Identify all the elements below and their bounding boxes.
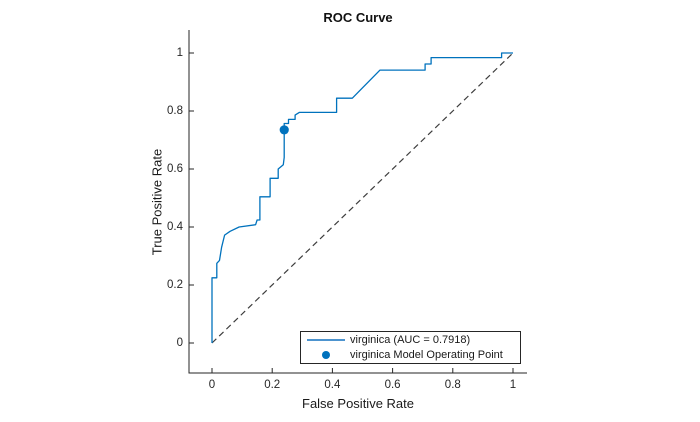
roc-curve-line bbox=[211, 52, 513, 343]
legend-item-operating-point: virginica Model Operating Point bbox=[307, 348, 520, 363]
chart-title: ROC Curve bbox=[323, 10, 393, 25]
x-tick-label: 0.8 bbox=[444, 379, 461, 391]
legend-box: virginica (AUC = 0.7918) virginica Model… bbox=[300, 331, 521, 364]
y-axis-label: True Positive Rate bbox=[149, 148, 165, 256]
y-tick-label: 0.6 bbox=[167, 163, 183, 175]
operating-point-marker bbox=[279, 125, 289, 135]
dot-swatch-icon bbox=[322, 351, 330, 359]
roc-curve-line-swatch bbox=[307, 339, 345, 341]
operating-point-dot-swatch bbox=[307, 351, 345, 359]
legend-label-roc-curve: virginica (AUC = 0.7918) bbox=[350, 334, 471, 346]
legend-label-operating-point: virginica Model Operating Point bbox=[350, 349, 503, 361]
y-tick-label: 0 bbox=[176, 337, 183, 349]
y-tick-label: 0.4 bbox=[167, 221, 183, 233]
y-tick-label: 0.8 bbox=[167, 105, 183, 117]
line-swatch-icon bbox=[307, 339, 345, 341]
x-tick-label: 0 bbox=[208, 379, 216, 391]
y-tick-label: 0.2 bbox=[167, 279, 183, 291]
x-tick-label: 0.4 bbox=[324, 379, 341, 391]
legend-item-roc-curve: virginica (AUC = 0.7918) bbox=[307, 333, 520, 348]
x-tick-label: 1 bbox=[509, 379, 517, 391]
x-tick-label: 0.6 bbox=[384, 379, 401, 391]
reference-diagonal bbox=[211, 52, 514, 344]
y-tick-label: 1 bbox=[176, 47, 183, 59]
x-tick-label: 0.2 bbox=[264, 379, 281, 391]
x-axis-label: False Positive Rate bbox=[302, 396, 414, 411]
